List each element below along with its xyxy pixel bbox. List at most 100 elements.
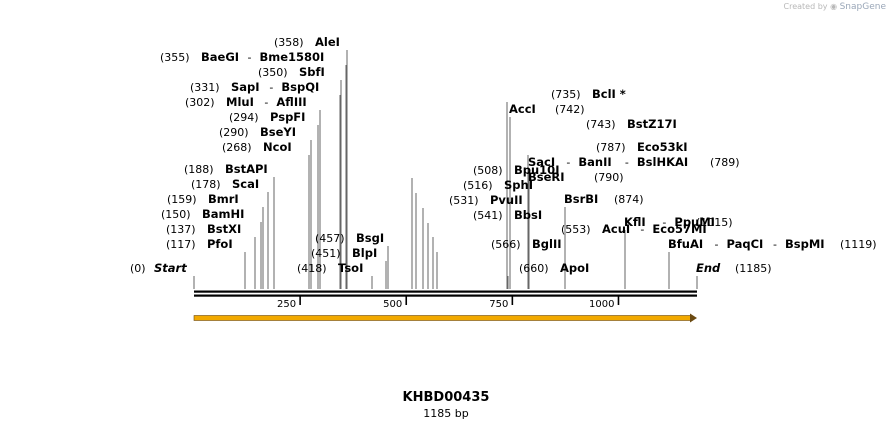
site-label-scai: (178) ScaI	[191, 177, 259, 191]
enzyme-name: BlpI	[352, 246, 377, 260]
enzyme-name: BstZ17I	[627, 117, 677, 131]
site-position: (178)	[191, 178, 221, 191]
site-position: (874)	[614, 193, 644, 206]
site-position: (553)	[561, 223, 591, 236]
site-label-mlui: (302) MluI - AflIII	[185, 95, 307, 109]
site-label-bseri: BseRI (790)	[528, 170, 624, 184]
site-position: (735)	[551, 88, 581, 101]
enzyme-name: SapI	[231, 80, 260, 94]
site-position: (660)	[519, 262, 549, 275]
enzyme-name: Bme1580I	[260, 50, 325, 64]
enzyme-name: ScaI	[232, 177, 259, 191]
site-position: (531)	[449, 194, 479, 207]
site-position: (566)	[491, 238, 521, 251]
site-position: (358)	[274, 36, 304, 49]
sequence-axis: 250 500 750 1000	[193, 290, 697, 323]
enzyme-name: BamHI	[202, 207, 244, 221]
site-label-sbfi: (350) SbfI	[258, 65, 325, 79]
site-label-bbsi: (541) BbsI	[473, 208, 542, 222]
site-position: (188)	[184, 163, 214, 176]
end-position: (1185)	[735, 262, 772, 275]
site-labels: (117) PfoI(137) BstXI(150) BamHI(159) BmrI(1…	[130, 35, 877, 275]
enzyme-name: PspFI	[270, 110, 305, 124]
enzyme-name: PfoI	[207, 237, 233, 251]
site-label-apoi: (660) ApoI	[519, 261, 589, 275]
start-name: Start	[154, 261, 187, 275]
enzyme-name: Eco53kI	[637, 140, 688, 154]
site-position: (150)	[161, 208, 191, 221]
site-position: (159)	[167, 193, 197, 206]
site-label-bstxi: (137) BstXI	[166, 222, 241, 236]
enzyme-name: Bpu10I	[514, 163, 559, 177]
snapgene-logo-icon: ◉	[830, 2, 838, 11]
enzyme-name: BseYI	[260, 125, 296, 139]
site-label-ncoi: (268) NcoI	[222, 140, 292, 154]
credit-text: Created by	[783, 2, 828, 11]
site-label-bfuai: BfuAI - PaqCI - BspMI (1119)	[668, 237, 877, 251]
name-separator: -	[715, 238, 719, 251]
enzyme-name: MluI	[226, 95, 254, 109]
name-separator: -	[640, 223, 644, 236]
enzyme-name: BaeGI	[201, 50, 239, 64]
enzyme-name: PvuII	[490, 193, 523, 207]
site-position: (457)	[315, 232, 345, 245]
snapgene-credit: Created by ◉ SnapGene	[784, 2, 887, 12]
enzyme-name: PaqCI	[727, 237, 764, 251]
site-position: (1119)	[840, 238, 877, 251]
site-position: (516)	[463, 179, 493, 192]
site-label-bstz17i: (743) BstZ17I	[586, 117, 677, 131]
scale-tick-label: 500	[383, 299, 402, 310]
site-label-acci: AccI (742)	[509, 102, 585, 116]
backbone-top-strand	[194, 290, 697, 293]
site-position: (137)	[166, 223, 196, 236]
name-separator: -	[248, 51, 252, 64]
start-position: (0)	[130, 262, 146, 275]
site-label-baegi: (355) BaeGI - Bme1580I	[160, 50, 324, 64]
enzyme-name: BmrI	[208, 192, 239, 206]
site-position: (742)	[555, 103, 585, 116]
site-position: (290)	[219, 126, 249, 139]
site-position: (743)	[586, 118, 616, 131]
name-separator: -	[264, 96, 268, 109]
enzyme-name: BslHKAI	[637, 155, 688, 169]
site-label-bcli-: (735) BclI *	[551, 87, 626, 101]
site-position: (302)	[185, 96, 215, 109]
site-label-bpu10i: (508) Bpu10I	[473, 163, 559, 177]
name-separator: -	[625, 156, 629, 169]
enzyme-name: SacI	[528, 155, 555, 169]
feature-arrow-head	[690, 313, 697, 323]
site-position: (790)	[594, 171, 624, 184]
enzyme-name: Eco57MI	[652, 222, 706, 236]
site-label-bamhi: (150) BamHI	[161, 207, 244, 221]
enzyme-name: SbfI	[299, 65, 325, 79]
site-position: (1015)	[696, 216, 733, 229]
plasmid-length: 1185 bp	[423, 407, 469, 420]
enzyme-name: BsgI	[356, 231, 384, 245]
enzyme-name: BstXI	[207, 222, 241, 236]
site-label-kfli: KflI - PpuMI(1015)	[624, 215, 733, 229]
site-position: (268)	[222, 141, 252, 154]
leader-lines	[193, 50, 698, 289]
enzyme-name: BanII	[578, 155, 611, 169]
site-position: (451)	[311, 247, 341, 260]
enzyme-name: PpuMI	[674, 215, 715, 229]
site-label-sphi: (516) SphI	[463, 178, 533, 192]
end-name: End	[696, 261, 721, 275]
scale-tick-label: 250	[277, 299, 296, 310]
site-position: (331)	[190, 81, 220, 94]
backbone-bottom-strand	[194, 294, 697, 297]
enzyme-name: BglII	[532, 237, 562, 251]
enzyme-name: BsrBI	[564, 192, 598, 206]
enzyme-name: BfuAI	[668, 237, 703, 251]
enzyme-name: AcuI	[602, 222, 630, 236]
enzyme-name: ApoI	[560, 261, 589, 275]
site-label-bglii: (566) BglII	[491, 237, 562, 251]
start-label: (0) Start	[130, 261, 187, 275]
scale-tick-label: 750	[489, 299, 508, 310]
site-position: (789)	[710, 156, 740, 169]
site-label-pvuii: (531) PvuII	[449, 193, 523, 207]
credit-brand: SnapGene	[839, 2, 886, 12]
name-separator: -	[773, 238, 777, 251]
enzyme-name: KflI	[624, 215, 646, 229]
enzyme-name: BbsI	[514, 208, 542, 222]
